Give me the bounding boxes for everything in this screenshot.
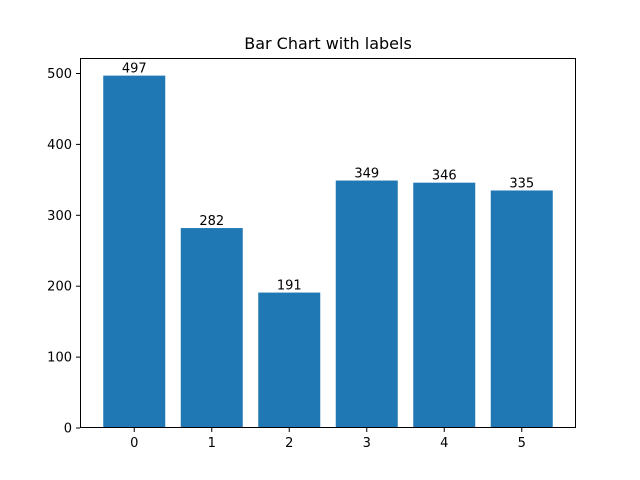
y-axis: 0 100 200 300 400 500 — [47, 67, 80, 437]
bar-0 — [103, 75, 166, 428]
bar-5 — [490, 190, 553, 428]
bar-2 — [258, 292, 321, 428]
x-tick-label: 0 — [130, 436, 138, 451]
y-tick-label: 300 — [47, 209, 72, 224]
y-tick-label: 0 — [64, 422, 72, 437]
x-tick-label: 1 — [208, 436, 216, 451]
x-tick-label: 2 — [285, 436, 293, 451]
x-axis: 0 1 2 3 4 5 — [130, 428, 526, 451]
x-tick-label: 5 — [518, 436, 526, 451]
y-tick-label: 200 — [47, 280, 72, 295]
chart-title: Bar Chart with labels — [244, 34, 412, 53]
x-tick-label: 3 — [363, 436, 371, 451]
y-tick-label: 100 — [47, 351, 72, 366]
bar-1 — [180, 228, 243, 428]
data-label-2: 191 — [277, 279, 302, 294]
bars-layer — [103, 75, 553, 428]
data-label-1: 282 — [199, 214, 224, 229]
data-label-3: 349 — [354, 167, 379, 182]
data-label-0: 497 — [122, 62, 147, 77]
bar-4 — [413, 182, 476, 428]
data-label-5: 335 — [509, 176, 534, 191]
plot-frame — [80, 58, 576, 428]
data-labels-layer: 497 282 191 349 346 335 — [122, 62, 534, 294]
y-tick-label: 400 — [47, 138, 72, 153]
y-tick-label: 500 — [47, 67, 72, 82]
bar-3 — [335, 180, 398, 428]
data-label-4: 346 — [432, 169, 457, 184]
x-tick-label: 4 — [440, 436, 448, 451]
